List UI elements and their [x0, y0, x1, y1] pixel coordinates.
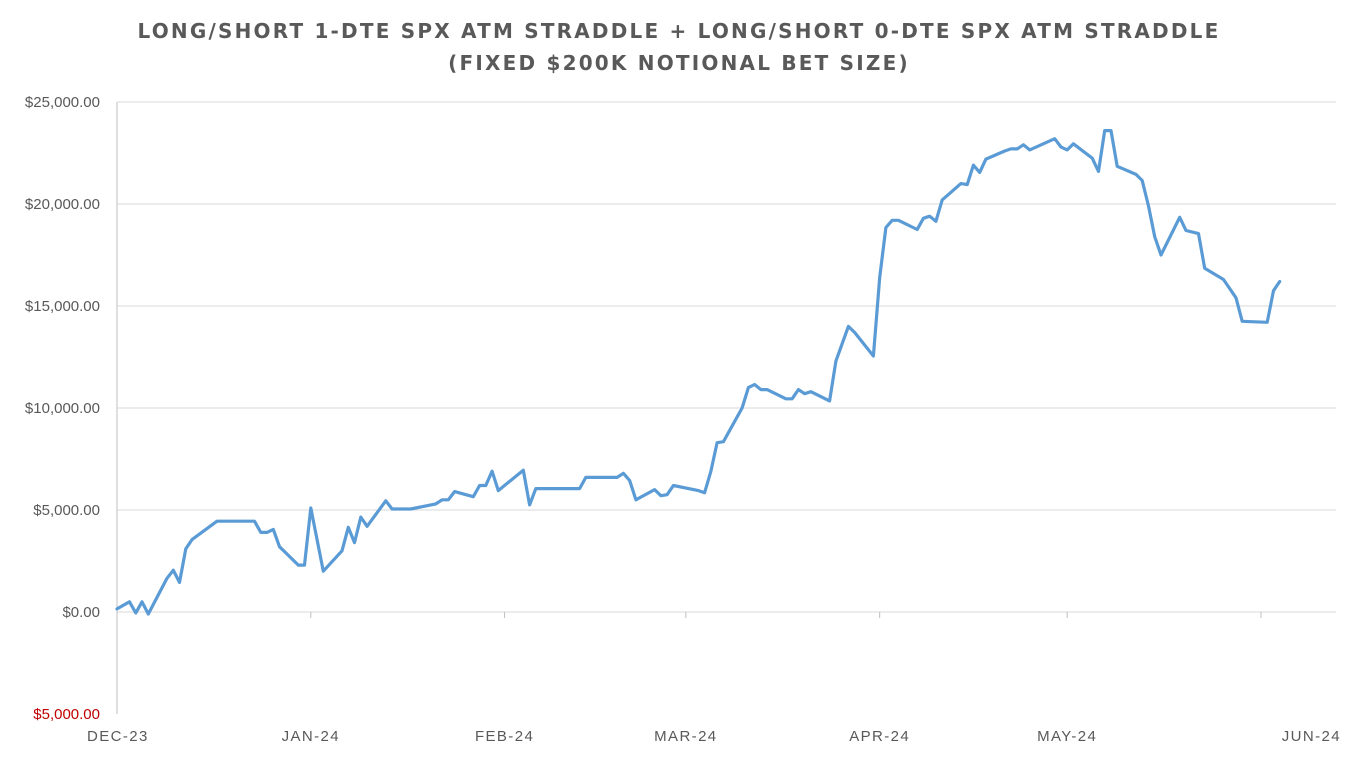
y-tick-label: $5,000.00 [33, 502, 100, 519]
y-tick-label: $25,000.00 [25, 94, 100, 111]
chart-subtitle: (FIXED $200K NOTIONAL BET SIZE) [448, 51, 910, 75]
x-tick-label: FEB-24 [475, 728, 534, 745]
gridlines [117, 101, 1336, 613]
x-tick-label: MAR-24 [654, 728, 717, 745]
x-axis-tick-labels: DEC-23 JAN-24 FEB-24 MAR-24 APR-24 MAY-24 JUN-… [87, 612, 1341, 745]
y-axis-tick-labels: $25,000.00 $20,000.00 $15,000.00 $10,000.00… [25, 94, 100, 723]
series-line [115, 129, 1282, 616]
chart-title: LONG/SHORT 1-DTE SPX ATM STRADDLE + LONG… [138, 19, 1221, 43]
y-tick-label: $5,000.00 [33, 706, 100, 723]
x-tick-label: DEC-23 [87, 728, 149, 745]
x-tick-label: JAN-24 [282, 728, 340, 745]
x-tick-label: APR-24 [849, 728, 910, 745]
x-tick-label: JUN-24 [1282, 728, 1341, 745]
x-tick-label: MAY-24 [1037, 728, 1097, 745]
y-tick-label: $20,000.00 [25, 196, 100, 213]
y-tick-label: $15,000.00 [25, 298, 100, 315]
series-layer [115, 129, 1282, 616]
y-tick-label: $0.00 [62, 604, 100, 621]
y-tick-label: $10,000.00 [25, 400, 100, 417]
